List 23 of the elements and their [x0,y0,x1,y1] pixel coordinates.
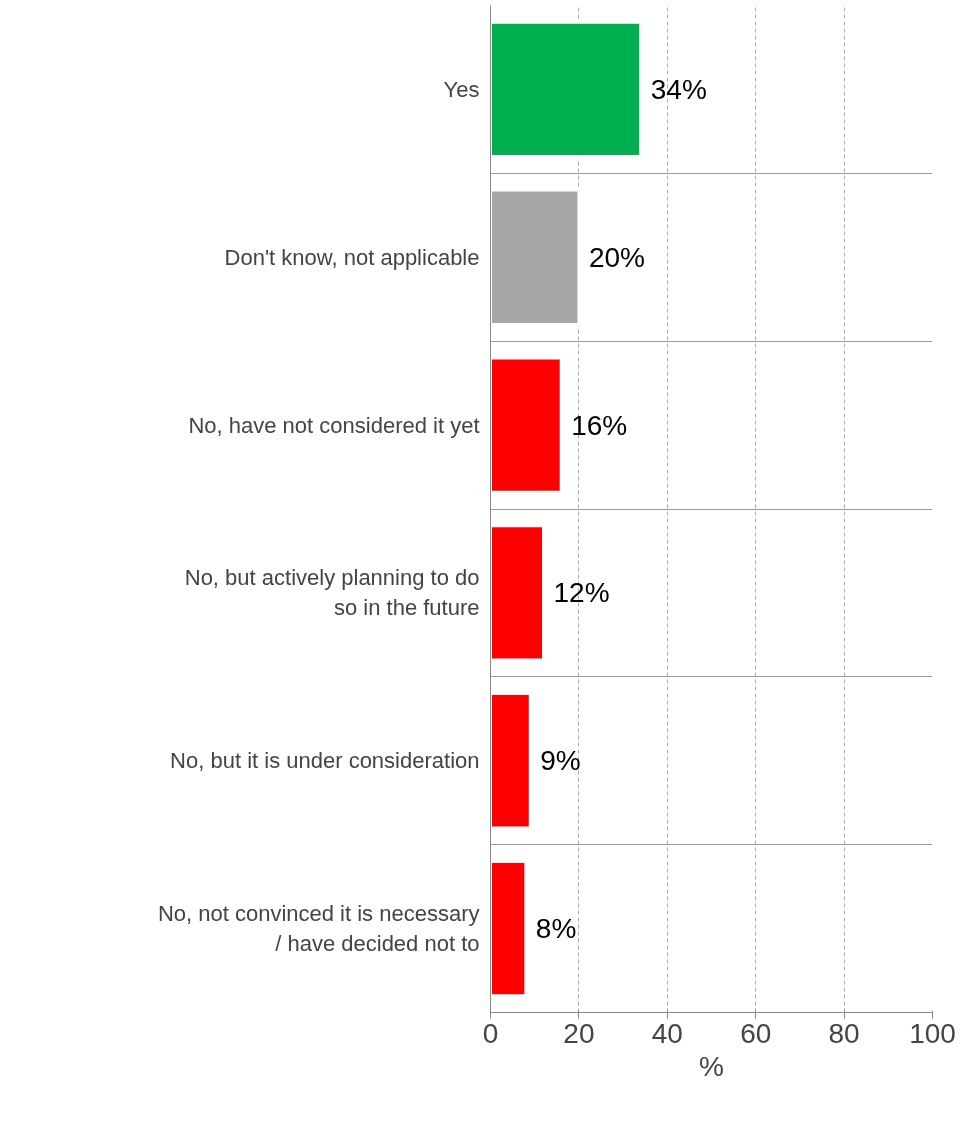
data-label: 20% [588,241,645,273]
y-tick-label: No, but actively planning to do so in the future [184,565,480,621]
data-label: 16% [571,409,628,441]
bar [490,20,643,159]
bar [490,524,546,662]
x-tick-label: 60 [740,1017,772,1049]
x-tick-label: 100 [909,1017,956,1049]
data-label: 9% [540,745,581,777]
x-tick-label: 0 [482,1017,499,1049]
y-tick-label: Yes [443,76,480,102]
data-label: 12% [553,577,610,609]
y-tick-label: Don't know, not applicable [224,244,480,270]
y-tick-label: No, have not considered it yet [188,412,480,438]
y-tick-label: No, not convinced it is necessary / have decided not to [157,901,480,957]
data-label: 34% [650,73,707,105]
bar [490,692,532,830]
x-axis-title: % [699,1050,724,1082]
bar [490,356,563,494]
x-tick-label: 80 [828,1017,860,1049]
y-tick-label: No, but it is under consideration [170,748,480,774]
x-tick-label: 20 [563,1017,595,1049]
x-tick-label: 40 [651,1017,683,1049]
data-label: 8% [535,913,577,945]
